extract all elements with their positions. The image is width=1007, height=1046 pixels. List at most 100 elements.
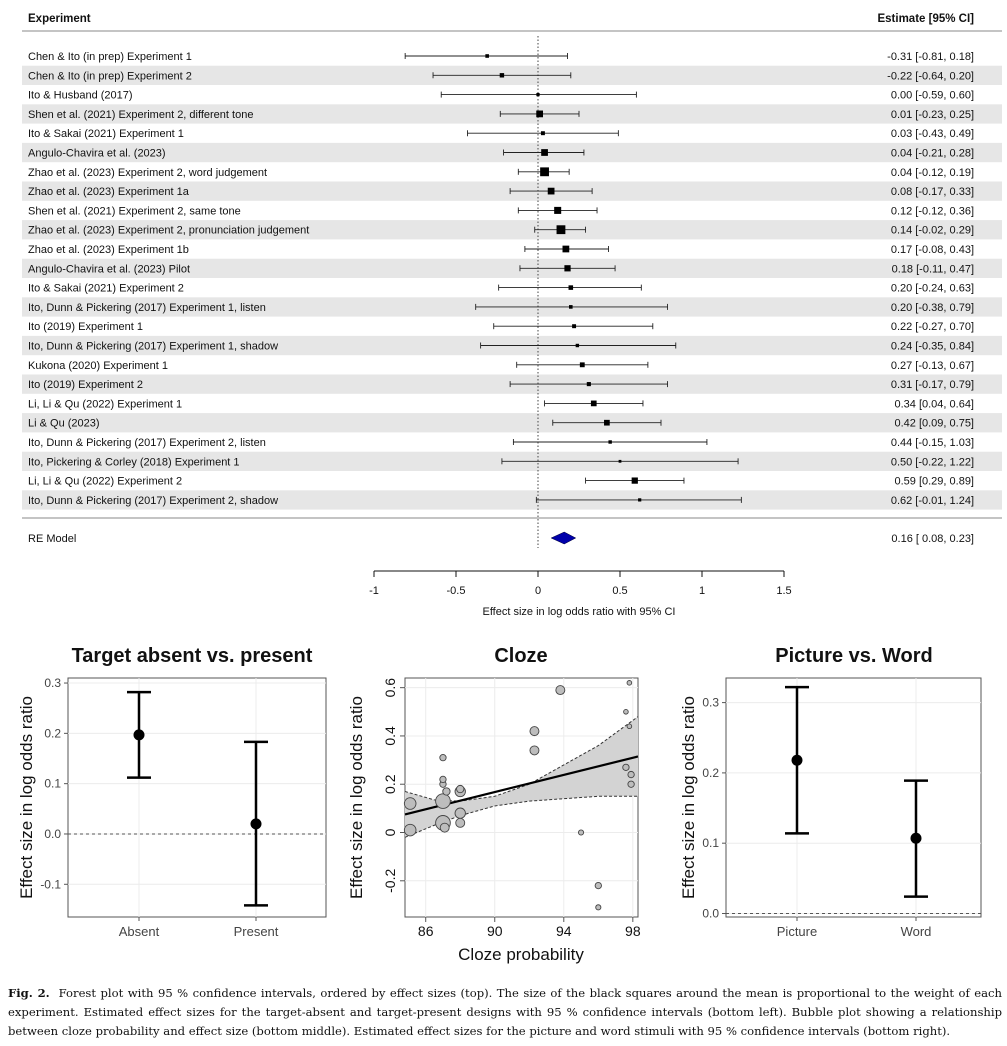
errorbar-point: [791, 754, 803, 766]
bubble-point: [454, 807, 466, 819]
forest-estimate-text: -0.31 [-0.81, 0.18]: [887, 51, 974, 63]
forest-study-label: Ito, Pickering & Corley (2018) Experimen…: [28, 456, 240, 468]
forest-estimate-text: 0.01 [-0.23, 0.25]: [891, 109, 974, 121]
panel-x-tick-label: 94: [556, 923, 572, 939]
confidence-band-upper: [404, 716, 639, 802]
forest-study-label: Zhao et al. (2023) Experiment 1b: [28, 244, 189, 256]
forest-estimate-text: 0.20 [-0.38, 0.79]: [891, 302, 974, 314]
forest-row-stripe: [22, 413, 1002, 433]
forest-study-label: Ito, Dunn & Pickering (2017) Experiment …: [28, 437, 266, 449]
forest-estimate-text: 0.62 [-0.01, 1.24]: [891, 495, 974, 507]
forest-x-tick-label: 0: [535, 585, 541, 597]
bubble-point: [439, 754, 447, 762]
forest-point-square: [586, 382, 591, 387]
bubble-point: [555, 685, 566, 696]
panel-title: Picture vs. Word: [775, 645, 932, 667]
panel-title: Target absent vs. present: [72, 645, 313, 667]
forest-summary-diamond: [550, 531, 577, 545]
bubble-point: [623, 709, 629, 715]
errorbar-point: [250, 818, 262, 830]
forest-estimate-text: 0.44 [-0.15, 1.03]: [891, 437, 974, 449]
caption-label: Fig. 2.: [8, 986, 50, 1000]
panel-y-tick-label: 0.0: [44, 827, 61, 841]
panel-frame: [725, 677, 982, 918]
forest-study-label: Ito, Dunn & Pickering (2017) Experiment …: [28, 302, 266, 314]
bubble-point: [627, 780, 635, 788]
forest-point-square: [631, 477, 638, 484]
forest-summary-text: 0.16 [ 0.08, 0.23]: [891, 533, 974, 545]
forest-study-label: Angulo-Chavira et al. (2023) Pilot: [28, 263, 190, 275]
forest-point-square: [556, 225, 566, 235]
forest-estimate-text: 0.17 [-0.08, 0.43]: [891, 244, 974, 256]
forest-study-label: Ito & Sakai (2021) Experiment 1: [28, 128, 184, 140]
forest-point-square: [618, 459, 622, 463]
forest-estimate-text: 0.00 [-0.59, 0.60]: [891, 90, 974, 102]
forest-study-label: Zhao et al. (2023) Experiment 2, word ju…: [28, 167, 267, 179]
bubble-point: [626, 680, 633, 686]
panel-y-tick-label: 0.2: [382, 774, 398, 794]
bubble-point: [435, 793, 451, 809]
forest-study-label: Kukona (2020) Experiment 1: [28, 360, 168, 372]
forest-study-label: Li, Li & Qu (2022) Experiment 1: [28, 398, 182, 410]
panel-y-tick-label: 0.1: [702, 836, 719, 850]
forest-estimate-text: 0.50 [-0.22, 1.22]: [891, 456, 974, 468]
panel-y-tick-label: 0.2: [702, 766, 719, 780]
forest-point-square: [608, 440, 612, 444]
forest-point-square: [562, 245, 570, 253]
forest-point-square: [541, 149, 548, 156]
panel-x-axis-label: Cloze probability: [458, 945, 584, 964]
forest-study-label: Shen et al. (2021) Experiment 2, same to…: [28, 205, 241, 217]
forest-estimate-text: 0.22 [-0.27, 0.70]: [891, 321, 974, 333]
forest-estimate-text: 0.12 [-0.12, 0.36]: [891, 205, 974, 217]
panel-y-tick-label: 0.1: [44, 777, 61, 791]
forest-point-square: [536, 110, 544, 118]
forest-estimate-text: 0.03 [-0.43, 0.49]: [891, 128, 974, 140]
panel-y-axis-label: Effect size in log odds ratio: [679, 696, 698, 899]
forest-point-square: [579, 362, 585, 368]
bubble-point: [403, 797, 417, 810]
bubble-point: [626, 723, 633, 730]
forest-estimate-text: 0.42 [0.09, 0.75]: [894, 418, 974, 430]
panel-x-tick-label: 90: [487, 923, 503, 939]
forest-study-label: Shen et al. (2021) Experiment 2, differe…: [28, 109, 253, 121]
forest-estimate-text: 0.31 [-0.17, 0.79]: [891, 379, 974, 391]
panel-x-tick-label: Word: [901, 924, 932, 939]
errorbar-point: [133, 729, 145, 741]
forest-study-label: Ito & Husband (2017): [28, 90, 133, 102]
forest-point-square: [638, 498, 642, 502]
forest-x-tick-label: -0.5: [447, 585, 466, 597]
panel-y-axis-label: Effect size in log odds ratio: [17, 696, 36, 899]
forest-estimate-text: 0.59 [0.29, 0.89]: [894, 476, 974, 488]
forest-point-square: [604, 419, 610, 426]
forest-estimate-text: 0.04 [-0.12, 0.19]: [891, 167, 974, 179]
forest-study-label: Zhao et al. (2023) Experiment 1a: [28, 186, 190, 198]
forest-estimate-text: 0.08 [-0.17, 0.33]: [891, 186, 974, 198]
bubble-point: [439, 822, 450, 833]
errorbar-point: [910, 832, 922, 844]
forest-row-stripe: [22, 490, 1002, 510]
figure-canvas: Experiment Estimate [95% CI] Chen & Ito (i…: [17, 13, 1002, 964]
bubble-point: [594, 881, 602, 890]
forest-point-square: [540, 167, 549, 177]
forest-x-axis-label: Effect size in log odds ratio with 95% C…: [482, 606, 675, 618]
panel-x-tick-label: Picture: [777, 924, 817, 939]
forest-study-label: Angulo-Chavira et al. (2023): [28, 148, 166, 160]
forest-estimate-text: 0.04 [-0.21, 0.28]: [891, 148, 974, 160]
panel-x-tick-label: Absent: [119, 924, 160, 939]
bubble-point: [622, 763, 630, 771]
forest-estimate-text: 0.24 [-0.35, 0.84]: [891, 341, 974, 353]
panel-y-tick-label: 0.4: [382, 726, 398, 746]
panel-y-tick-label: 0: [382, 828, 398, 836]
bubble-point: [627, 770, 635, 779]
forest-point-square: [575, 343, 580, 348]
forest-x-tick-label: -1: [369, 585, 379, 597]
forest-study-label: Ito (2019) Experiment 1: [28, 321, 143, 333]
bubble-point: [529, 726, 540, 737]
forest-point-square: [536, 92, 540, 97]
bubble-point: [439, 775, 447, 784]
forest-row-stripe: [22, 220, 1002, 240]
panel-y-axis-label: Effect size in log odds ratio: [347, 696, 366, 899]
forest-point-square: [569, 305, 573, 309]
panel-frame: [67, 677, 327, 918]
figure-caption: Fig. 2. Forest plot with 95 % confidence…: [8, 984, 1002, 1041]
